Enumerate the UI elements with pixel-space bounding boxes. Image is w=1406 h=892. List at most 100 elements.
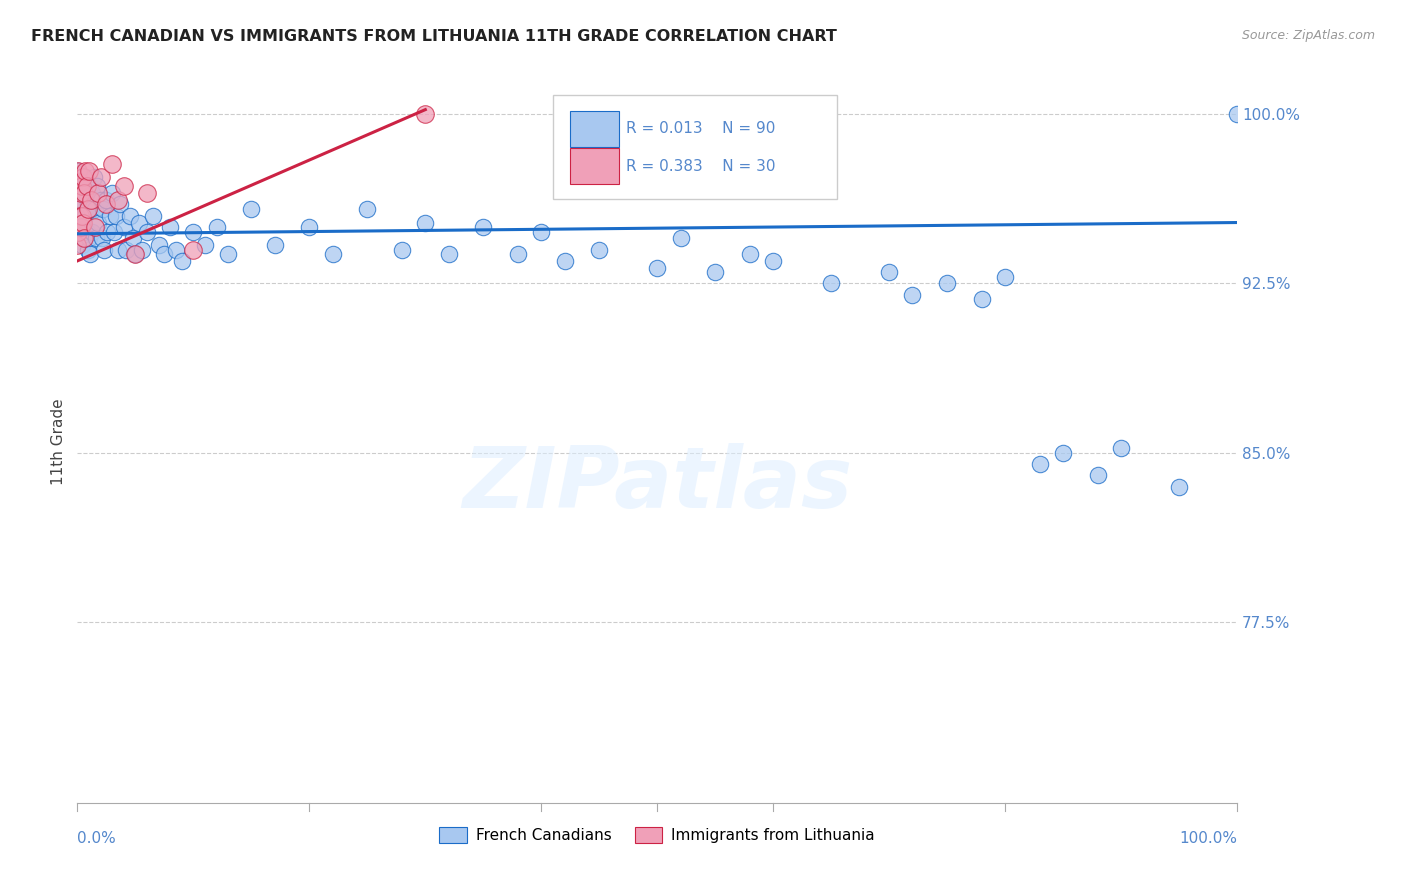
- Point: [75, 170, 97, 185]
- Point: [1111, 442, 1133, 456]
- Point: [69, 215, 91, 229]
- Point: [90, 170, 111, 185]
- Point: [183, 243, 205, 257]
- Text: Source: ZipAtlas.com: Source: ZipAtlas.com: [1241, 29, 1375, 42]
- Point: [72, 215, 94, 229]
- Point: [472, 220, 495, 235]
- FancyBboxPatch shape: [553, 95, 837, 200]
- Point: [122, 231, 145, 245]
- Point: [391, 243, 413, 257]
- Point: [80, 193, 103, 207]
- Point: [112, 179, 135, 194]
- Point: [148, 238, 170, 252]
- Point: [142, 209, 165, 223]
- Point: [994, 269, 1017, 284]
- Point: [69, 220, 91, 235]
- Point: [217, 247, 239, 261]
- Point: [82, 225, 104, 239]
- Point: [159, 220, 181, 235]
- Point: [72, 209, 94, 223]
- Text: 100.0%: 100.0%: [1180, 830, 1237, 846]
- Point: [86, 179, 108, 194]
- Point: [588, 243, 610, 257]
- Point: [124, 247, 146, 261]
- Point: [413, 215, 436, 229]
- Point: [84, 231, 107, 245]
- Point: [170, 253, 193, 268]
- Point: [740, 247, 762, 261]
- Point: [131, 243, 153, 257]
- Point: [90, 193, 111, 207]
- Y-axis label: 11th Grade: 11th Grade: [51, 398, 66, 485]
- Point: [76, 197, 98, 211]
- Point: [901, 287, 924, 301]
- Legend: French Canadians, Immigrants from Lithuania: French Canadians, Immigrants from Lithua…: [433, 822, 882, 849]
- Point: [96, 197, 118, 211]
- Point: [110, 197, 132, 211]
- Point: [115, 243, 138, 257]
- Point: [135, 225, 157, 239]
- Point: [69, 186, 91, 201]
- Point: [647, 260, 669, 275]
- Point: [75, 209, 97, 223]
- Point: [437, 247, 460, 261]
- Point: [263, 238, 285, 252]
- Point: [506, 247, 529, 261]
- Point: [104, 209, 127, 223]
- Point: [82, 186, 104, 201]
- Text: R = 0.013    N = 90: R = 0.013 N = 90: [626, 121, 775, 136]
- Point: [87, 215, 110, 229]
- Point: [70, 238, 93, 252]
- Point: [83, 202, 105, 216]
- Point: [413, 107, 436, 121]
- Point: [762, 253, 785, 268]
- Point: [70, 209, 93, 223]
- Point: [165, 243, 187, 257]
- Point: [77, 202, 100, 216]
- Point: [69, 179, 91, 194]
- Point: [77, 231, 100, 245]
- Point: [83, 220, 105, 235]
- Point: [79, 247, 101, 261]
- Point: [73, 186, 96, 201]
- Point: [80, 202, 103, 216]
- Point: [67, 163, 90, 178]
- Point: [298, 220, 321, 235]
- Point: [73, 231, 96, 245]
- Point: [90, 231, 112, 245]
- Point: [101, 157, 124, 171]
- Point: [91, 202, 114, 216]
- Point: [124, 247, 146, 261]
- Point: [87, 186, 110, 201]
- Point: [76, 243, 98, 257]
- Point: [554, 253, 576, 268]
- Point: [118, 209, 141, 223]
- FancyBboxPatch shape: [571, 148, 619, 185]
- Point: [69, 209, 91, 223]
- Point: [70, 179, 93, 194]
- Point: [76, 186, 98, 201]
- Point: [936, 277, 959, 291]
- Point: [1168, 480, 1191, 494]
- Point: [76, 225, 98, 239]
- Point: [96, 225, 118, 239]
- Point: [107, 193, 129, 207]
- FancyBboxPatch shape: [571, 111, 619, 147]
- Point: [77, 163, 100, 178]
- Point: [73, 197, 96, 211]
- Point: [669, 231, 692, 245]
- Point: [135, 186, 157, 201]
- Point: [76, 202, 98, 216]
- Point: [69, 186, 91, 201]
- Point: [183, 225, 205, 239]
- Point: [321, 247, 344, 261]
- Point: [70, 170, 93, 185]
- Text: ZIPatlas: ZIPatlas: [463, 443, 852, 526]
- Point: [128, 215, 150, 229]
- Point: [98, 209, 121, 223]
- Point: [1087, 468, 1109, 483]
- Point: [72, 170, 94, 185]
- Point: [69, 175, 91, 189]
- Point: [69, 225, 91, 239]
- Text: 0.0%: 0.0%: [77, 830, 117, 846]
